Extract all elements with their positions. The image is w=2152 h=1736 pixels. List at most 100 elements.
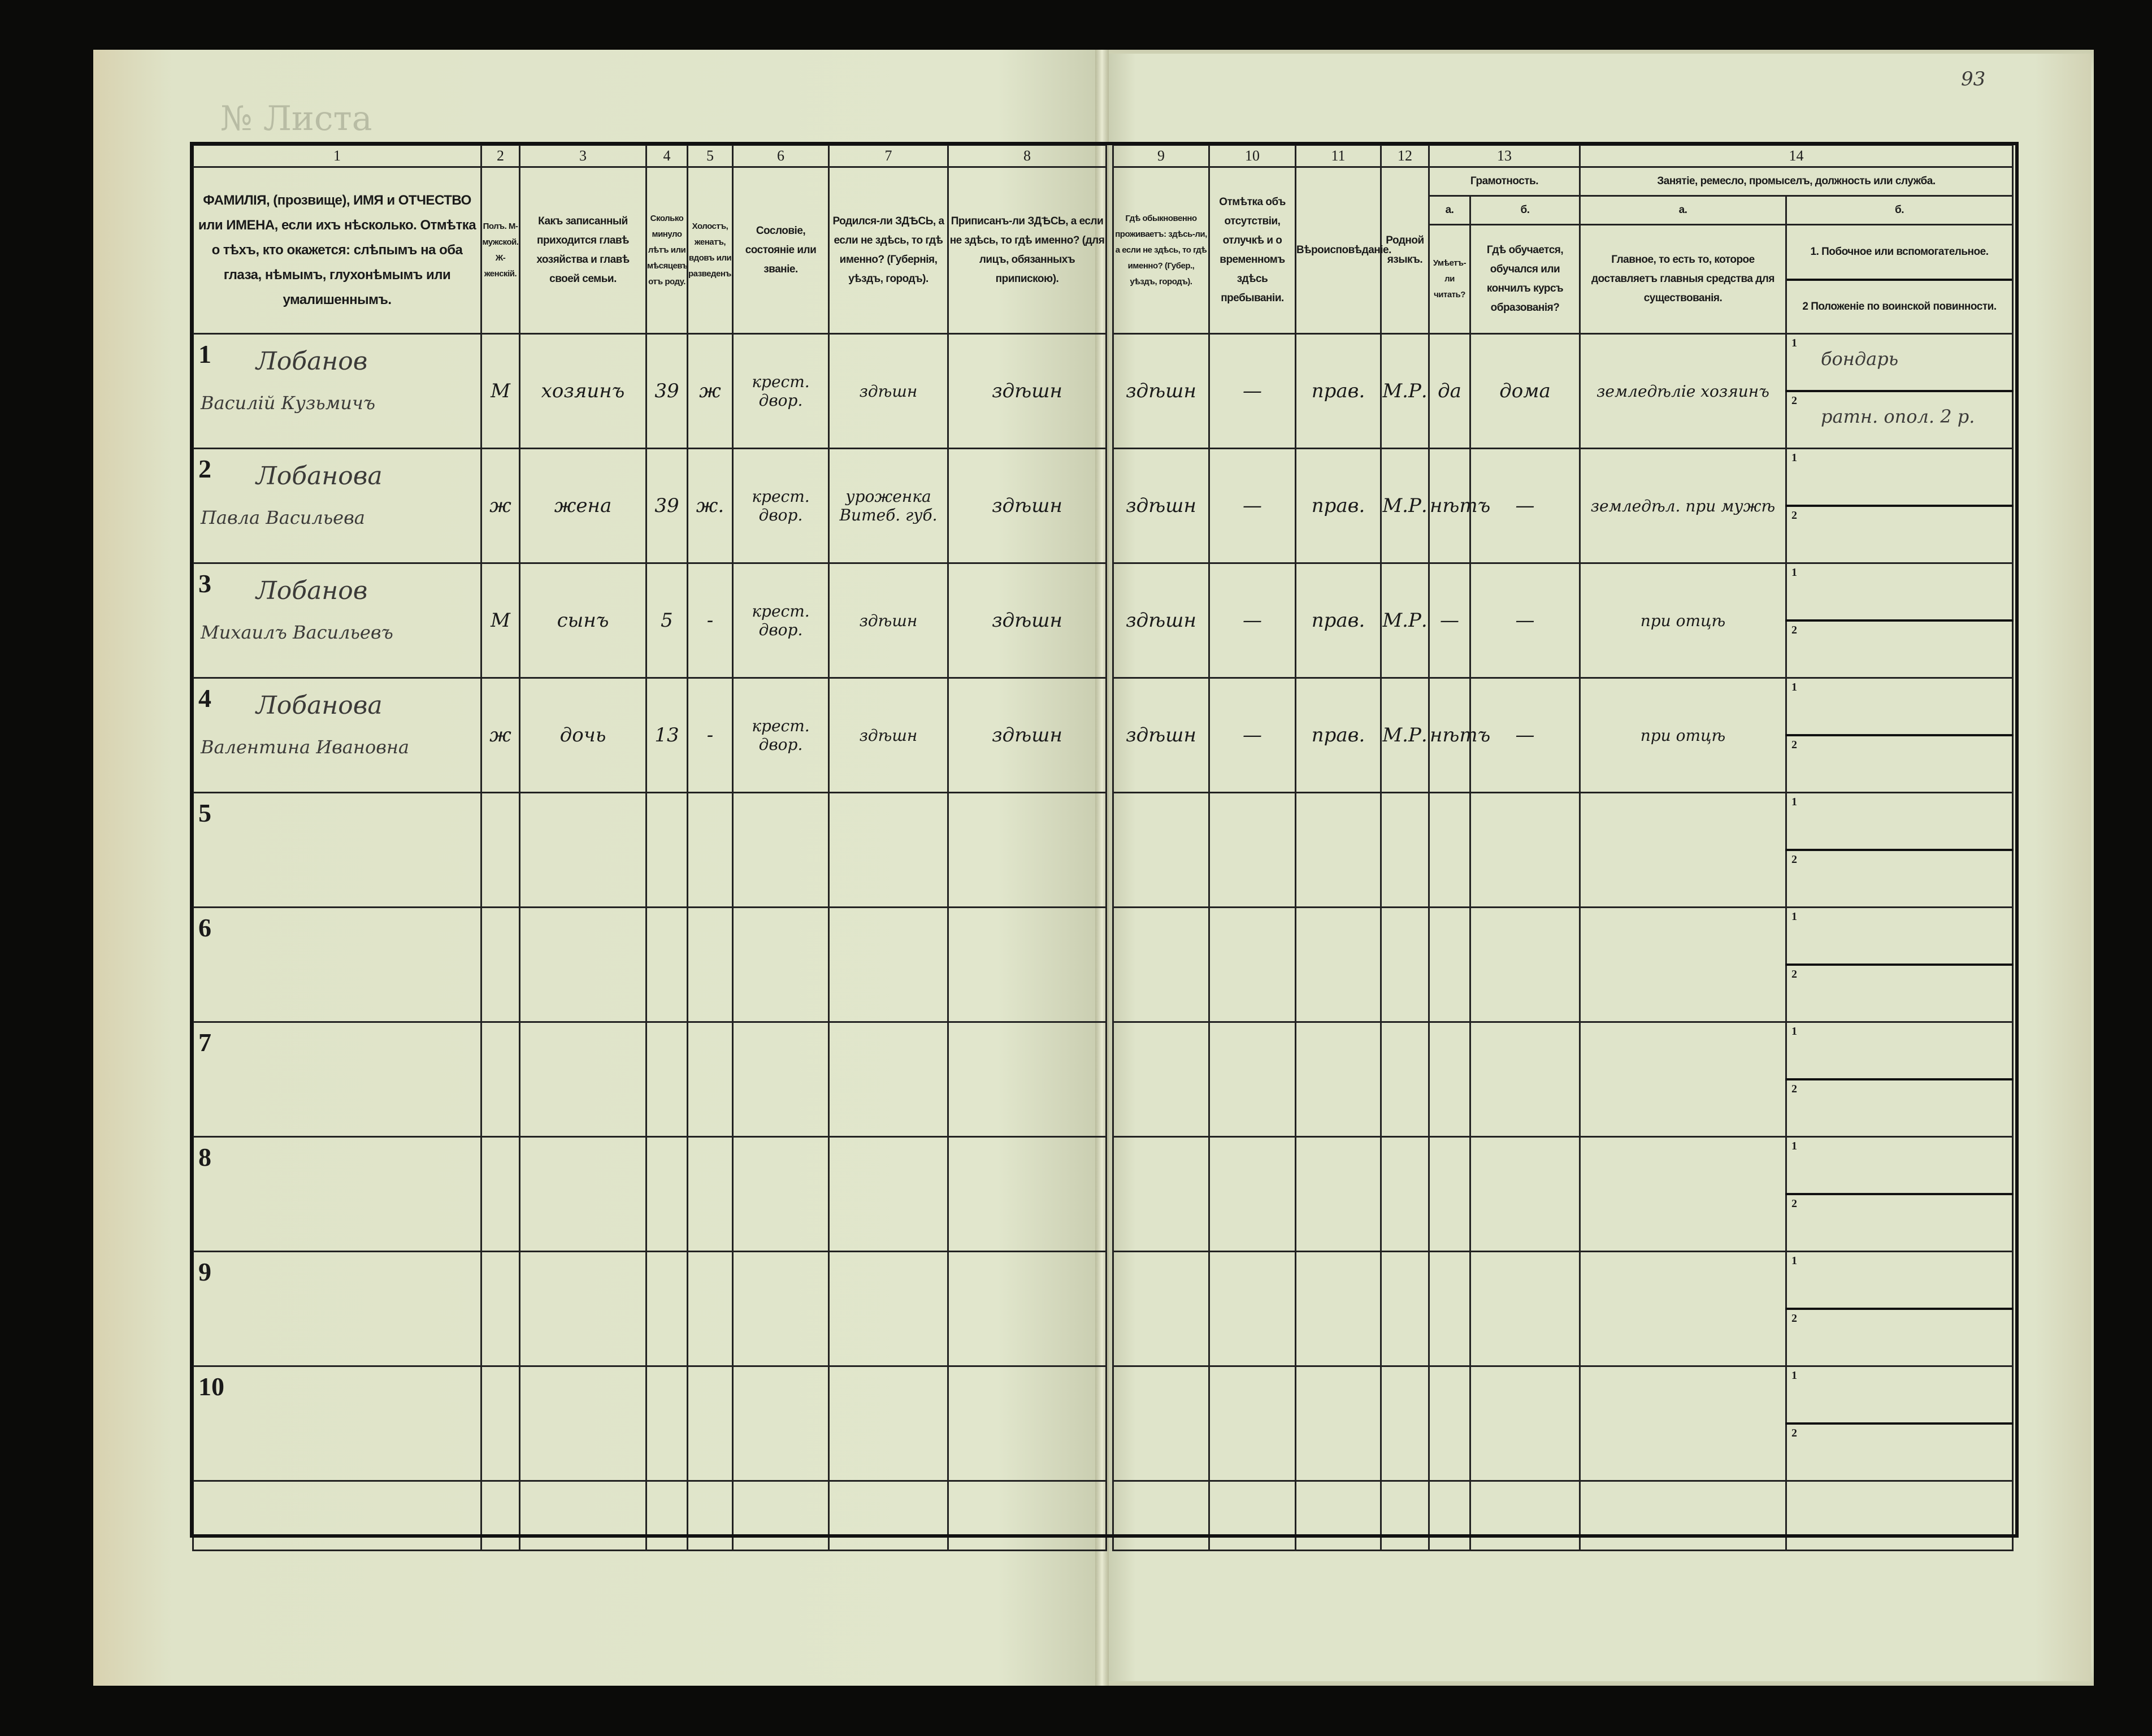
cell-education (1469, 792, 1581, 908)
table-row: 10 1 (192, 1365, 2014, 1482)
header-age: Сколько минуло лѣтъ или мѣсяцевъ отъ род… (645, 166, 688, 335)
cell-estate (732, 1021, 830, 1138)
cell-name: 5 (192, 792, 482, 908)
cell-absence: — (1208, 562, 1296, 679)
cell-side-occupation: 1 (1785, 1021, 2014, 1080)
cell-absence (1208, 1136, 1296, 1252)
col-num: 9 (1112, 144, 1210, 168)
header-row-sublabels: а. б. а. б. (193, 195, 2014, 225)
gutter (1107, 1022, 1113, 1137)
table-row-sub: 2 ратн. опол. 2 р. (193, 390, 2014, 449)
surname: Лобанов (256, 576, 368, 605)
cell-language (1380, 906, 1430, 1023)
row-number: 6 (198, 913, 211, 942)
sub-label: 2 (1791, 1312, 1797, 1325)
trailing-blank-row (192, 1480, 2014, 1551)
cell-can-read (1428, 1021, 1471, 1138)
cell-can-read: — (1428, 562, 1471, 679)
cell-age (645, 1136, 688, 1252)
col-num: 13 (1428, 144, 1581, 168)
col-num: 4 (645, 144, 688, 168)
cell-religion: прав. (1295, 562, 1382, 679)
surname: Лобанова (256, 462, 383, 491)
table-row-sub: 2 (193, 1078, 2014, 1138)
cell-registered: здѣшн (947, 448, 1107, 564)
cell-sex: ж (480, 677, 520, 793)
table-row-sub: 2 (193, 734, 2014, 793)
header-registered: Приписанъ-ли ЗДѢСЬ, а если не здѣсь, то … (947, 166, 1107, 335)
cell-residence (1112, 1021, 1210, 1138)
cell-can-read: нѣтъ (1428, 677, 1490, 793)
cell-relation: дочь (519, 677, 647, 793)
cell-side-occupation: 1 (1785, 562, 2014, 622)
row-number: 1 (198, 340, 211, 368)
cell-education (1469, 1136, 1581, 1252)
cell-main-occupation (1579, 906, 1787, 1023)
row-number: 8 (198, 1143, 211, 1171)
cell-registered (947, 792, 1107, 908)
cell-estate: крест. двор. (732, 562, 830, 679)
header-literacy: Грамотность. (1428, 166, 1581, 197)
sub-label: 2 (1791, 624, 1797, 636)
cell-can-read (1428, 1136, 1471, 1252)
cell-marital-status (687, 1365, 734, 1482)
cell-birthplace (828, 1365, 949, 1482)
col-num: 11 (1295, 144, 1382, 168)
cell-absence: — (1208, 448, 1296, 564)
gutter (1107, 1137, 1113, 1252)
cell-main-occupation: земледѣл. при мужѣ (1579, 448, 1787, 564)
col-num: 8 (947, 144, 1107, 168)
cell-religion (1295, 1021, 1382, 1138)
cell-absence (1208, 1365, 1296, 1482)
sub-label: 1 (1791, 1140, 1797, 1152)
cell-residence: здѣшн (1112, 448, 1210, 564)
cell-side-occupation: 1 (1785, 906, 2014, 966)
cell-sex (480, 906, 520, 1023)
cell-birthplace (828, 1021, 949, 1138)
col-num: 2 (480, 144, 520, 168)
gutter (1107, 1366, 1113, 1481)
given-name: Василій Кузьмичъ (201, 392, 376, 414)
row-number: 2 (198, 454, 211, 483)
table-row: 2 Лобанова Павла Васильева ж жена 39 ж. крест. … (192, 448, 2014, 564)
cell-sex (480, 1251, 520, 1367)
cell-relation (519, 1251, 647, 1367)
cell-military-status: 2 (1785, 619, 2014, 679)
sub-label: 1 (1791, 566, 1797, 579)
cell-marital-status (687, 906, 734, 1023)
cell-age: 39 (645, 448, 688, 564)
cell-main-occupation: при отцѣ (1579, 562, 1787, 679)
col-num: 1 (192, 144, 482, 168)
cell-marital-status: ж (687, 333, 734, 449)
cell-birthplace (828, 1251, 949, 1367)
cell-estate: крест. двор. (732, 448, 830, 564)
cell-main-occupation (1579, 1021, 1787, 1138)
cell-religion (1295, 1365, 1382, 1482)
cell-marital-status (687, 792, 734, 908)
col-num: 10 (1208, 144, 1296, 168)
cell-name: 10 (192, 1365, 482, 1482)
cell-name: 3 Лобанов Михаилъ Васильевъ (192, 562, 482, 679)
cell-absence (1208, 792, 1296, 908)
cell-main-occupation (1579, 1251, 1787, 1367)
cell-main-occupation (1579, 1365, 1787, 1482)
sub-label: 1 (1791, 1025, 1797, 1038)
col-num: 7 (828, 144, 949, 168)
cell-birthplace: здѣшн (828, 562, 949, 679)
cell-side-occupation: 1 (1785, 792, 2014, 851)
header-can-read: Умѣетъ-ли читать? (1428, 224, 1471, 335)
sub-label: 2 (1791, 739, 1797, 751)
cell-education (1469, 1251, 1581, 1367)
cell-absence (1208, 1021, 1296, 1138)
sub-label: 1 (1791, 452, 1797, 464)
row-number: 10 (198, 1372, 224, 1401)
cell-age (645, 1021, 688, 1138)
header-14b-1: 1. Побочное или вспомогательное. (1787, 225, 2012, 281)
faded-sheet-number: № Листа (220, 99, 372, 138)
cell-relation: сынъ (519, 562, 647, 679)
row-number: 5 (198, 798, 211, 827)
header-main-occupation: Главное, то есть то, которое доставляетъ… (1579, 224, 1787, 335)
gutter (1107, 563, 1113, 678)
